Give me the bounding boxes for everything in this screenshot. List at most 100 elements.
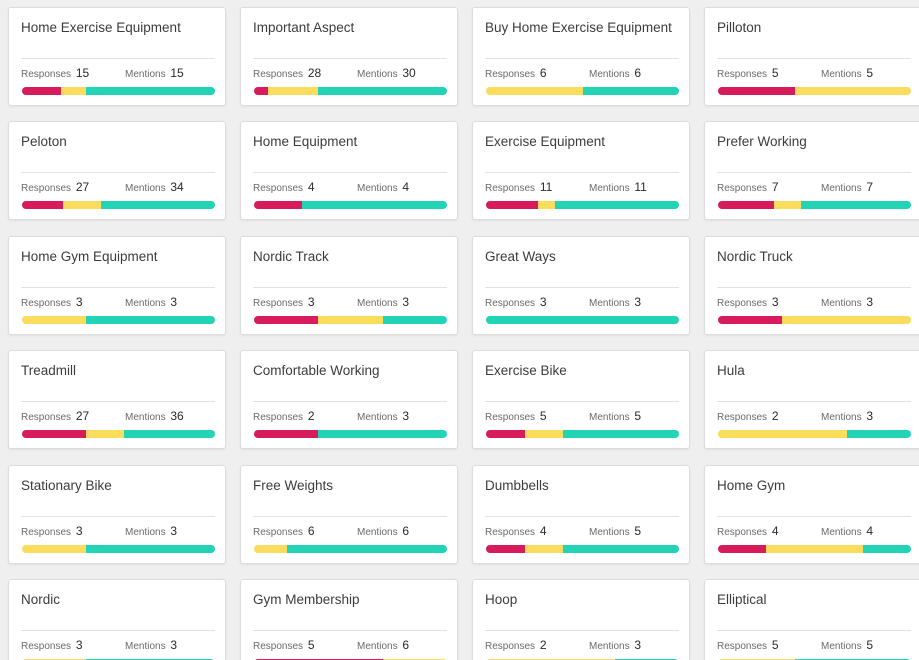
mentions-count: 3 bbox=[866, 295, 874, 309]
responses-label: Responses bbox=[485, 298, 536, 309]
topic-card[interactable]: Comfortable Working Responses 2 Mentions… bbox=[240, 350, 458, 449]
sentiment-neutral-segment bbox=[795, 87, 911, 95]
topic-card[interactable]: Elliptical Responses 5 Mentions 5 bbox=[704, 579, 919, 660]
mentions-count: 5 bbox=[634, 524, 642, 538]
mentions-stat: Mentions 30 bbox=[357, 66, 416, 80]
topic-card[interactable]: Nordic Truck Responses 3 Mentions 3 bbox=[704, 236, 919, 335]
responses-label: Responses bbox=[253, 641, 304, 652]
mentions-count: 3 bbox=[170, 524, 178, 538]
topic-card[interactable]: Important Aspect Responses 28 Mentions 3… bbox=[240, 7, 458, 106]
topic-card[interactable]: Free Weights Responses 6 Mentions 6 bbox=[240, 465, 458, 564]
sentiment-neutral-segment bbox=[773, 201, 801, 209]
mentions-label: Mentions bbox=[589, 412, 630, 423]
sentiment-neutral-segment bbox=[524, 545, 564, 553]
topic-card[interactable]: Hoop Responses 2 Mentions 3 bbox=[472, 579, 690, 660]
sentiment-positive-segment bbox=[85, 316, 215, 324]
responses-count: 11 bbox=[539, 180, 553, 194]
topic-card[interactable]: Dumbbells Responses 4 Mentions 5 bbox=[472, 465, 690, 564]
topic-title: Important Aspect bbox=[253, 20, 355, 35]
mentions-label: Mentions bbox=[357, 641, 398, 652]
responses-label: Responses bbox=[253, 183, 304, 194]
topic-card[interactable]: Gym Membership Responses 5 Mentions 6 bbox=[240, 579, 458, 660]
card-divider bbox=[717, 516, 911, 517]
mentions-stat: Mentions 15 bbox=[125, 66, 184, 80]
mentions-count: 5 bbox=[634, 409, 642, 423]
topic-card[interactable]: Home Equipment Responses 4 Mentions 4 bbox=[240, 121, 458, 220]
mentions-stat: Mentions 36 bbox=[125, 409, 184, 423]
mentions-label: Mentions bbox=[821, 69, 862, 80]
mentions-stat: Mentions 6 bbox=[589, 66, 641, 80]
card-divider bbox=[253, 516, 447, 517]
sentiment-bar bbox=[254, 316, 447, 324]
responses-label: Responses bbox=[21, 183, 72, 194]
responses-label: Responses bbox=[717, 641, 768, 652]
responses-count: 2 bbox=[771, 409, 779, 423]
responses-count: 7 bbox=[771, 180, 779, 194]
responses-count: 2 bbox=[307, 409, 315, 423]
topic-title: Buy Home Exercise Equipment bbox=[485, 20, 672, 35]
sentiment-neutral-segment bbox=[538, 201, 556, 209]
card-divider bbox=[717, 172, 911, 173]
card-divider bbox=[253, 58, 447, 59]
card-divider bbox=[253, 630, 447, 631]
sentiment-neutral-segment bbox=[267, 87, 318, 95]
card-divider bbox=[717, 401, 911, 402]
card-divider bbox=[21, 630, 215, 631]
sentiment-positive-segment bbox=[383, 316, 447, 324]
mentions-count: 3 bbox=[866, 409, 874, 423]
topic-card[interactable]: Peloton Responses 27 Mentions 34 bbox=[8, 121, 226, 220]
mentions-stat: Mentions 5 bbox=[589, 524, 641, 538]
topic-card[interactable]: Great Ways Responses 3 Mentions 3 bbox=[472, 236, 690, 335]
mentions-stat: Mentions 5 bbox=[589, 409, 641, 423]
topic-card[interactable]: Home Exercise Equipment Responses 15 Men… bbox=[8, 7, 226, 106]
topic-card[interactable]: Nordic Responses 3 Mentions 3 bbox=[8, 579, 226, 660]
sentiment-bar bbox=[22, 430, 215, 438]
topic-card[interactable]: Buy Home Exercise Equipment Responses 6 … bbox=[472, 7, 690, 106]
topic-card[interactable]: Exercise Equipment Responses 11 Mentions… bbox=[472, 121, 690, 220]
topic-card[interactable]: Exercise Bike Responses 5 Mentions 5 bbox=[472, 350, 690, 449]
responses-stat: Responses 3 bbox=[253, 295, 315, 309]
sentiment-neutral-segment bbox=[766, 545, 863, 553]
mentions-stat: Mentions 3 bbox=[125, 638, 177, 652]
mentions-stat: Mentions 3 bbox=[821, 409, 873, 423]
topic-card[interactable]: Hula Responses 2 Mentions 3 bbox=[704, 350, 919, 449]
responses-label: Responses bbox=[253, 527, 304, 538]
card-divider bbox=[485, 58, 679, 59]
sentiment-negative-segment bbox=[718, 87, 796, 95]
topic-title: Home Exercise Equipment bbox=[21, 20, 181, 35]
topic-card[interactable]: Prefer Working Responses 7 Mentions 7 bbox=[704, 121, 919, 220]
responses-count: 27 bbox=[75, 180, 90, 194]
topic-card[interactable]: Stationary Bike Responses 3 Mentions 3 bbox=[8, 465, 226, 564]
sentiment-bar bbox=[486, 87, 679, 95]
sentiment-positive-segment bbox=[85, 545, 215, 553]
sentiment-bar bbox=[718, 430, 911, 438]
mentions-count: 6 bbox=[402, 638, 410, 652]
sentiment-bar bbox=[22, 201, 215, 209]
topic-title: Hula bbox=[717, 363, 745, 378]
mentions-stat: Mentions 3 bbox=[125, 295, 177, 309]
card-divider bbox=[21, 401, 215, 402]
sentiment-bar bbox=[718, 545, 911, 553]
topic-card[interactable]: Home Gym Equipment Responses 3 Mentions … bbox=[8, 236, 226, 335]
card-divider bbox=[717, 630, 911, 631]
sentiment-bar bbox=[22, 316, 215, 324]
mentions-label: Mentions bbox=[821, 412, 862, 423]
topic-title: Home Gym bbox=[717, 478, 786, 493]
topic-title: Gym Membership bbox=[253, 592, 360, 607]
topic-card[interactable]: Treadmill Responses 27 Mentions 36 bbox=[8, 350, 226, 449]
mentions-stat: Mentions 3 bbox=[589, 295, 641, 309]
responses-count: 4 bbox=[539, 524, 547, 538]
sentiment-neutral-segment bbox=[524, 430, 564, 438]
mentions-label: Mentions bbox=[821, 298, 862, 309]
sentiment-bar bbox=[718, 316, 911, 324]
mentions-stat: Mentions 3 bbox=[357, 409, 409, 423]
topic-card[interactable]: Home Gym Responses 4 Mentions 4 bbox=[704, 465, 919, 564]
sentiment-negative-segment bbox=[22, 430, 86, 438]
topic-card[interactable]: Nordic Track Responses 3 Mentions 3 bbox=[240, 236, 458, 335]
topic-title: Great Ways bbox=[485, 249, 556, 264]
responses-count: 6 bbox=[307, 524, 315, 538]
mentions-stat: Mentions 3 bbox=[821, 295, 873, 309]
topic-card[interactable]: Pilloton Responses 5 Mentions 5 bbox=[704, 7, 919, 106]
sentiment-negative-segment bbox=[254, 316, 318, 324]
